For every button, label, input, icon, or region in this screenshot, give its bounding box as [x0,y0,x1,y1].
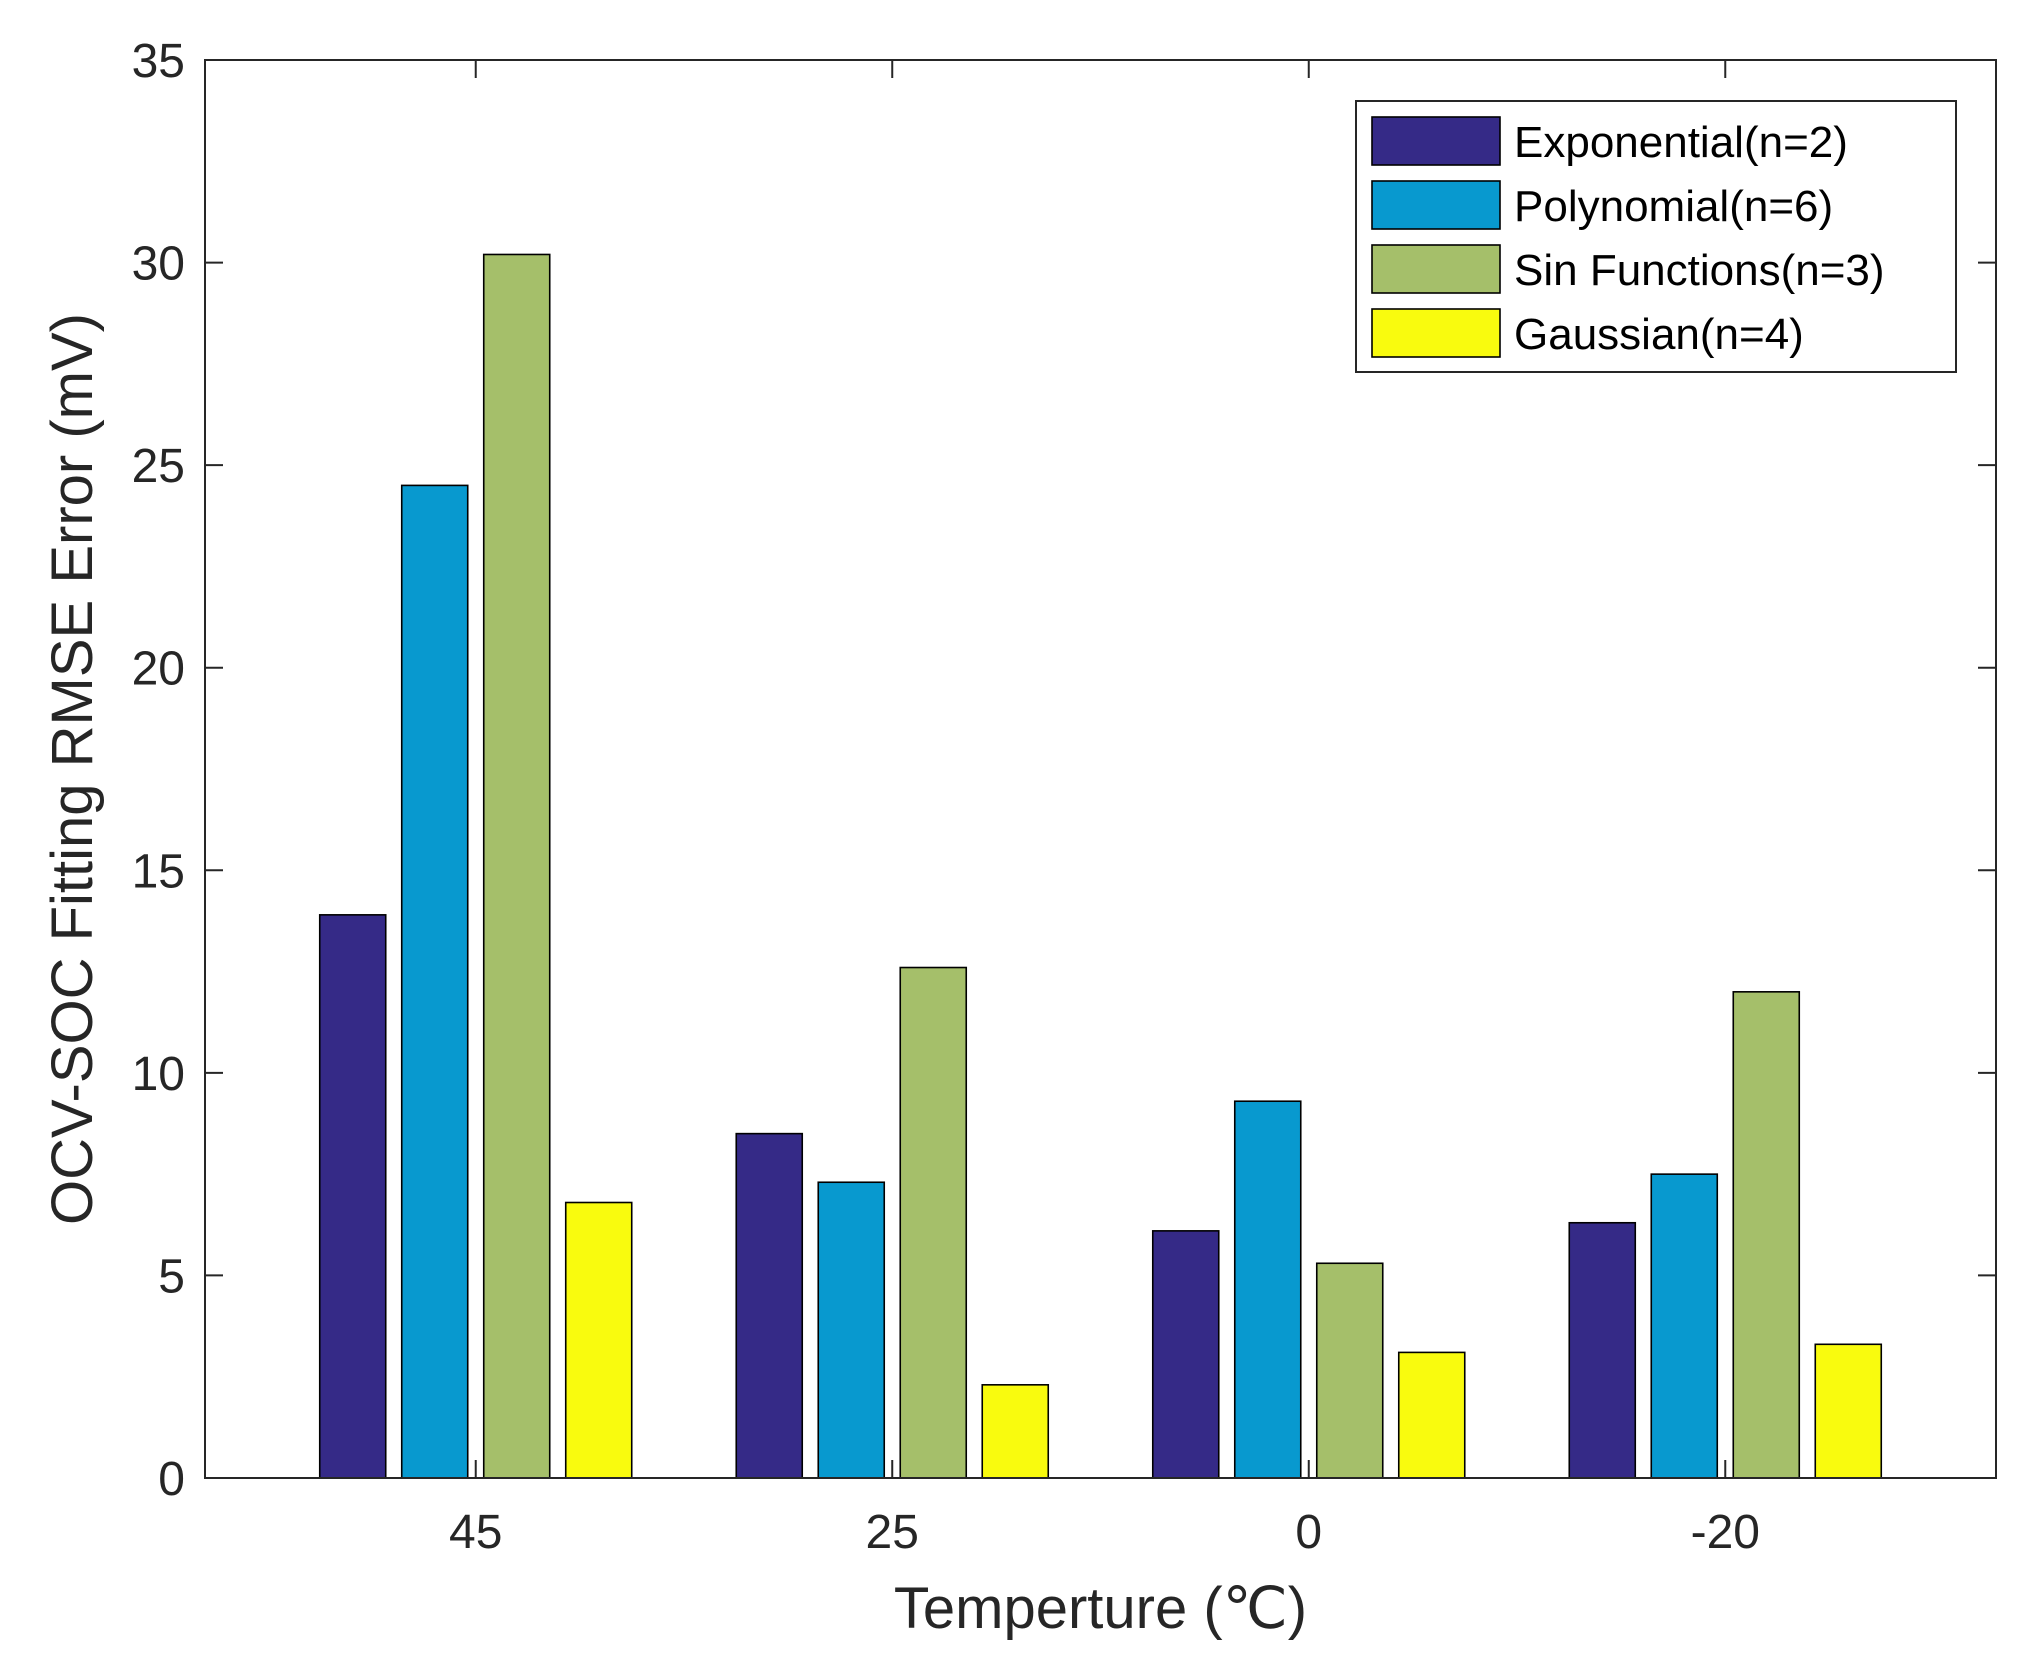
bar-gaussian-n-4--20 [1814,1343,1883,1479]
legend-swatch [1371,308,1501,358]
x-axis-label: Temperture (℃) [894,1576,1307,1641]
legend: Exponential(n=2) Polynomial(n=6) Sin Funct… [1355,100,1957,373]
bar-exponential-n-2-25 [735,1132,804,1479]
bar-exponential-n-2-0 [1151,1230,1220,1479]
y-ticks-group: 0 5 10 15 20 25 30 35 [132,35,1996,1506]
legend-swatch [1371,180,1501,230]
y-tick-label: 25 [132,440,185,493]
bar-polynomial-n-6-45 [400,484,469,1479]
bar-exponential-n-2-45 [318,914,387,1479]
bar-polynomial-n-6-0 [1233,1100,1302,1479]
y-tick-label: 20 [132,643,185,696]
legend-swatch [1371,244,1501,294]
y-tick-label: 35 [132,35,185,88]
y-tick-label: 5 [158,1250,185,1303]
bar-sin-functions-n-3-0 [1315,1262,1384,1479]
legend-label: Exponential(n=2) [1514,118,1848,167]
x-ticks-group: 45 25 0 -20 [449,60,1760,1559]
x-tick-label: 25 [866,1506,919,1559]
bar-sin-functions-n-3--20 [1732,991,1801,1479]
bar-gaussian-n-4-25 [981,1384,1050,1479]
y-tick-label: 10 [132,1048,185,1101]
legend-label: Sin Functions(n=3) [1514,246,1885,295]
bar-gaussian-n-4-0 [1397,1351,1466,1479]
legend-label: Polynomial(n=6) [1514,182,1833,231]
bar-sin-functions-n-3-25 [899,966,968,1479]
y-tick-label: 30 [132,238,185,291]
legend-label: Gaussian(n=4) [1514,310,1804,359]
bar-exponential-n-2--20 [1568,1221,1637,1479]
x-tick-label: 0 [1295,1506,1322,1559]
bar-gaussian-n-4-45 [564,1201,633,1479]
bars-group [318,253,1883,1479]
bar-sin-functions-n-3-45 [482,253,551,1479]
axes-group [204,59,1997,1479]
axes-box [204,59,1997,1479]
legend-swatch [1371,116,1501,166]
bar-polynomial-n-6-25 [817,1181,886,1479]
x-tick-label: -20 [1691,1506,1760,1559]
x-tick-label: 45 [449,1506,502,1559]
y-axis-label: OCV-SOC Fitting RMSE Error (mV) [40,313,105,1225]
bar-polynomial-n-6--20 [1650,1173,1719,1479]
y-tick-label: 0 [158,1453,185,1506]
y-tick-label: 15 [132,845,185,898]
